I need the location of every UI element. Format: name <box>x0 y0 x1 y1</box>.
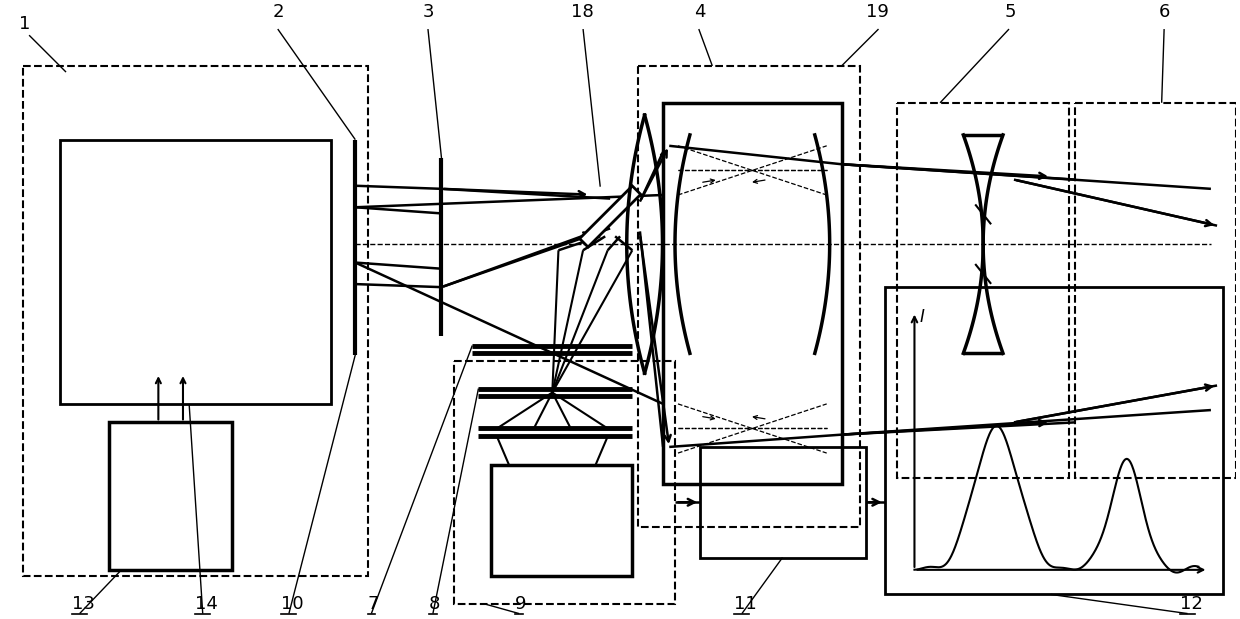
Text: 2: 2 <box>273 2 284 21</box>
Text: 4: 4 <box>694 2 706 21</box>
Text: 11: 11 <box>734 595 758 613</box>
Text: 12: 12 <box>1180 595 1203 613</box>
Text: $I$: $I$ <box>919 308 926 326</box>
Text: 8: 8 <box>429 595 440 613</box>
Text: 10: 10 <box>281 595 304 613</box>
Bar <box>639 66 861 527</box>
Bar <box>701 447 867 558</box>
Text: 19: 19 <box>867 2 889 21</box>
Bar <box>454 361 676 604</box>
Text: 9: 9 <box>516 595 527 613</box>
Text: 13: 13 <box>72 595 95 613</box>
Text: 3: 3 <box>423 2 434 21</box>
Text: 14: 14 <box>195 595 218 613</box>
Text: 5: 5 <box>1004 2 1016 21</box>
Bar <box>491 465 632 576</box>
Text: 18: 18 <box>570 2 594 21</box>
Bar <box>60 140 331 404</box>
Bar <box>897 103 1069 478</box>
Bar <box>109 422 232 570</box>
Bar <box>1075 103 1235 478</box>
Bar <box>663 103 842 484</box>
Bar <box>24 66 367 576</box>
Text: 7: 7 <box>367 595 379 613</box>
Text: 6: 6 <box>1159 2 1171 21</box>
Text: 1: 1 <box>20 15 31 33</box>
Bar <box>884 287 1223 594</box>
Polygon shape <box>579 186 641 247</box>
